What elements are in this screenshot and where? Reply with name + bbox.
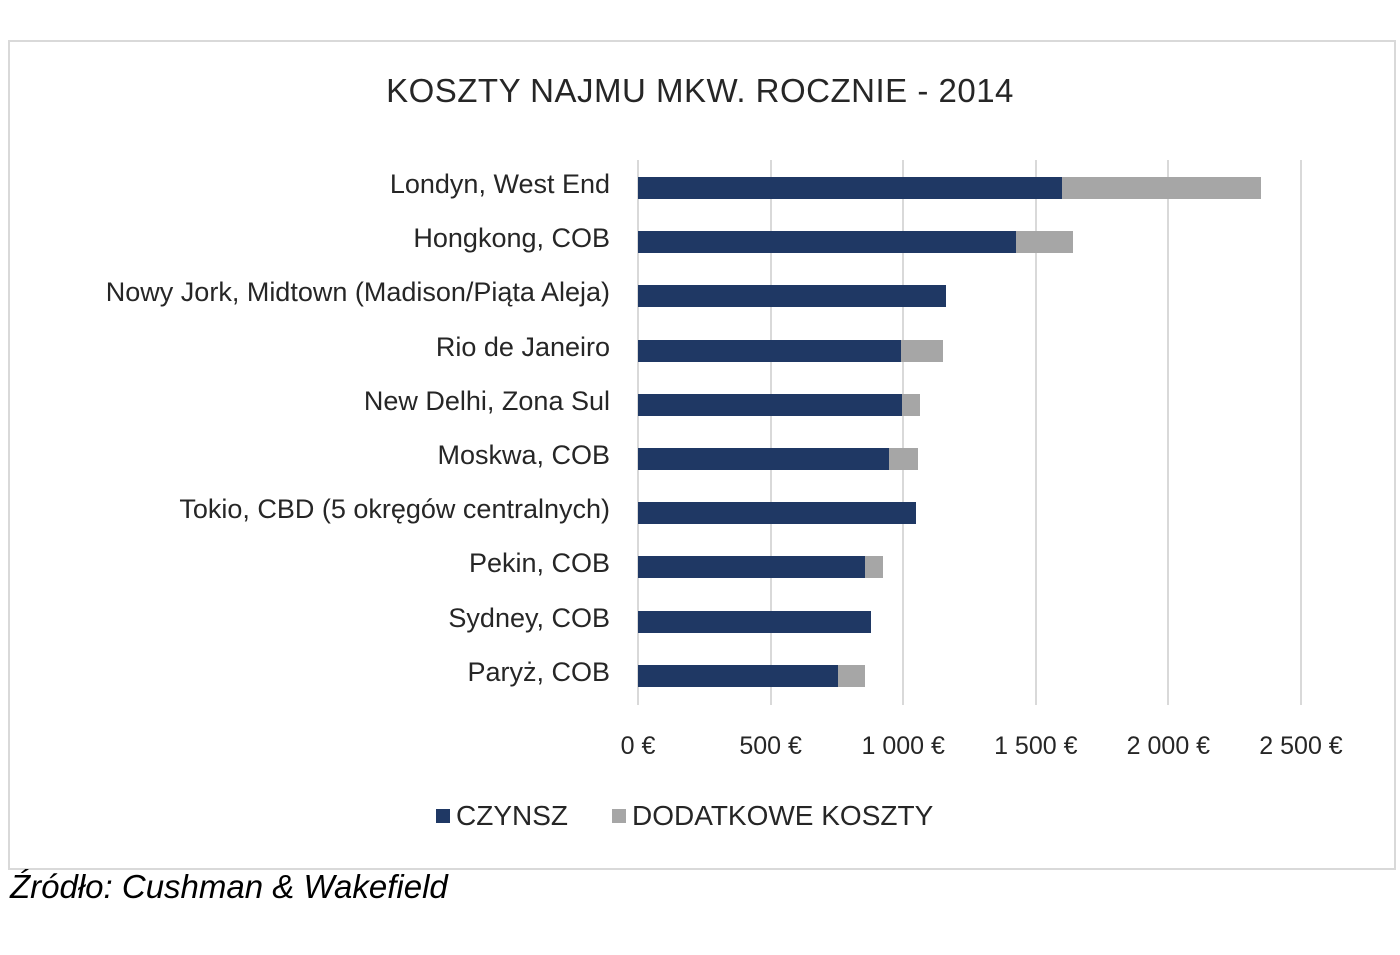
bar-czynsz: [638, 393, 902, 416]
chart-title: KOSZTY NAJMU MKW. ROCZNIE - 2014: [386, 72, 1014, 109]
category-label: Tokio, CBD (5 okręgów centralnych): [179, 494, 610, 525]
source-note: Źródło: Cushman & Wakefield: [10, 868, 448, 905]
legend-swatch-czynsz: [436, 809, 450, 823]
x-tick-label: 500 €: [739, 732, 802, 760]
x-tick-label: 1 500 €: [994, 732, 1078, 760]
legend-item-czynsz: CZYNSZ: [436, 800, 568, 832]
category-label: Nowy Jork, Midtown (Madison/Piąta Aleja): [105, 277, 610, 308]
category-label: Moskwa, COB: [437, 440, 610, 470]
legend-swatch-dodatkowe-koszty: [612, 809, 626, 823]
bar-czynsz: [638, 610, 872, 633]
bar-czynsz: [638, 285, 946, 308]
x-tick-label: 0 €: [620, 732, 656, 760]
bar-czynsz: [638, 448, 889, 470]
plot-area: [637, 160, 1302, 705]
legend-item-dodatkowe-koszty: DODATKOWE KOSZTY: [612, 800, 933, 832]
x-tick-label: 1 000 €: [861, 732, 945, 760]
gridline: [1034, 160, 1037, 705]
bar-czynsz: [638, 339, 901, 362]
legend: CZYNSZ DODATKOWE KOSZTY: [436, 800, 977, 832]
bar-dodatkowe-koszty: [838, 664, 865, 687]
bar-dodatkowe-koszty: [888, 448, 918, 470]
legend-label: DODATKOWE KOSZTY: [632, 800, 934, 831]
category-label: Sydney, COB: [448, 602, 610, 633]
bar-czynsz: [638, 177, 1063, 199]
x-tick-label: 2 500 €: [1259, 732, 1343, 760]
bar-dodatkowe-koszty: [900, 339, 943, 362]
bar-dodatkowe-koszty: [864, 556, 884, 579]
bar-czynsz: [638, 664, 839, 687]
gridline: [1167, 160, 1170, 705]
bar-czynsz: [638, 231, 1016, 254]
bar-czynsz: [638, 502, 917, 525]
category-label: New Delhi, Zona Sul: [363, 385, 610, 416]
gridline: [902, 160, 905, 705]
bar-dodatkowe-koszty: [1015, 231, 1073, 254]
category-label: Paryż, COB: [467, 656, 610, 687]
bar-dodatkowe-koszty: [901, 393, 921, 416]
legend-label: CZYNSZ: [456, 800, 568, 831]
gridline: [637, 160, 639, 705]
gridline: [769, 160, 772, 705]
gridline: [1300, 160, 1302, 705]
x-tick-label: 2 000 €: [1126, 732, 1211, 760]
category-label: Hongkong, COB: [413, 223, 610, 254]
category-label: Pekin, COB: [468, 548, 610, 579]
category-label: Rio de Janeiro: [435, 331, 610, 362]
bar-dodatkowe-koszty: [1062, 177, 1262, 199]
bar-czynsz: [638, 556, 865, 579]
category-label: Londyn, West End: [389, 169, 610, 199]
